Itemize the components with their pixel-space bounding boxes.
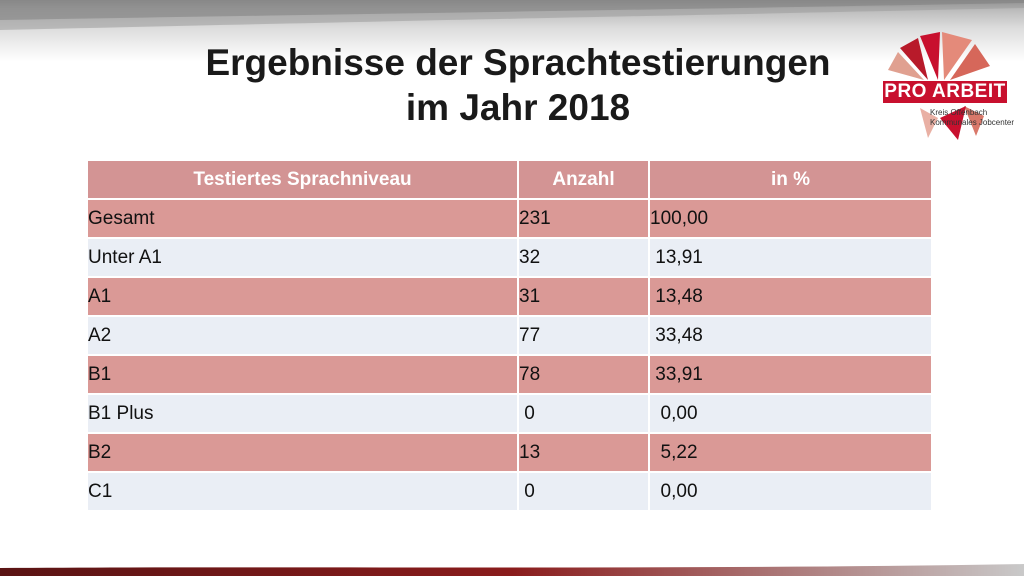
header-level: Testiertes Sprachniveau bbox=[86, 159, 519, 200]
cell-percent: 5,22 bbox=[648, 432, 933, 473]
cell-percent: 13,91 bbox=[648, 237, 933, 278]
cell-count: 13 bbox=[517, 432, 650, 473]
results-table: Testiertes Sprachniveau Anzahl in % Gesa… bbox=[86, 159, 933, 512]
header-swoosh bbox=[0, 0, 1024, 30]
cell-percent: 33,91 bbox=[648, 354, 933, 395]
table-header-row: Testiertes Sprachniveau Anzahl in % bbox=[86, 159, 933, 200]
table-row: B1 78 33,91 bbox=[86, 354, 933, 395]
table-row: A1 31 13,48 bbox=[86, 276, 933, 317]
cell-percent: 13,48 bbox=[648, 276, 933, 317]
cell-count: 31 bbox=[517, 276, 650, 317]
header-percent: in % bbox=[648, 159, 933, 200]
title-line-2: im Jahr 2018 bbox=[405, 87, 631, 128]
cell-level: B1 bbox=[86, 354, 519, 395]
logo-subtitle-1: Kreis Offenbach bbox=[930, 108, 988, 117]
page-title: Ergebnisse der Sprachtestierungen im Jah… bbox=[130, 40, 906, 130]
table-row: Unter A1 32 13,91 bbox=[86, 237, 933, 278]
cell-level: A1 bbox=[86, 276, 519, 317]
cell-percent: 0,00 bbox=[648, 471, 933, 512]
table-row: A2 77 33,48 bbox=[86, 315, 933, 356]
footer-band bbox=[0, 564, 1024, 576]
cell-count: 0 bbox=[517, 393, 650, 434]
cell-count: 32 bbox=[517, 237, 650, 278]
table-row: C1 0 0,00 bbox=[86, 471, 933, 512]
cell-level: Unter A1 bbox=[86, 237, 519, 278]
cell-percent: 0,00 bbox=[648, 393, 933, 434]
title-line-1: Ergebnisse der Sprachtestierungen bbox=[205, 42, 831, 83]
logo-emblem-icon bbox=[888, 32, 990, 140]
logo-subtitle-2: Kommunales Jobcenter bbox=[930, 118, 1015, 127]
cell-level: B1 Plus bbox=[86, 393, 519, 434]
cell-count: 0 bbox=[517, 471, 650, 512]
header-count: Anzahl bbox=[517, 159, 650, 200]
pro-arbeit-logo: PRO ARBEIT Kreis Offenbach Kommunales Jo… bbox=[880, 28, 1014, 146]
cell-level: B2 bbox=[86, 432, 519, 473]
table-row: B2 13 5,22 bbox=[86, 432, 933, 473]
cell-count: 231 bbox=[517, 198, 650, 239]
logo-wordmark: PRO ARBEIT bbox=[883, 81, 1007, 103]
table-row: Gesamt 231 100,00 bbox=[86, 198, 933, 239]
cell-percent: 100,00 bbox=[648, 198, 933, 239]
cell-level: Gesamt bbox=[86, 198, 519, 239]
cell-percent: 33,48 bbox=[648, 315, 933, 356]
cell-level: C1 bbox=[86, 471, 519, 512]
cell-count: 77 bbox=[517, 315, 650, 356]
table-row: B1 Plus 0 0,00 bbox=[86, 393, 933, 434]
cell-count: 78 bbox=[517, 354, 650, 395]
cell-level: A2 bbox=[86, 315, 519, 356]
